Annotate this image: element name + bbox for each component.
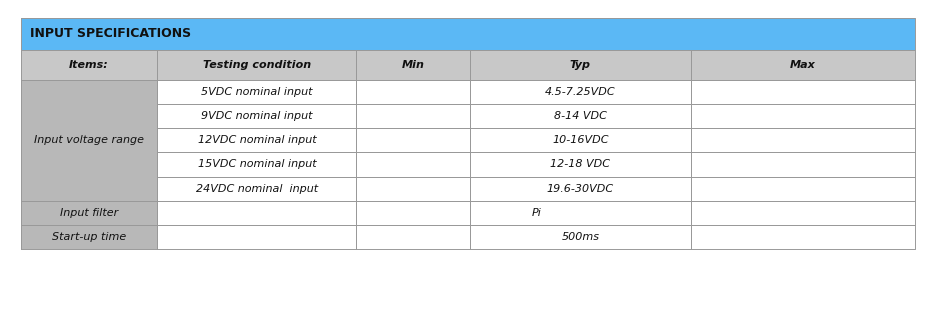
Text: Start-up time: Start-up time bbox=[51, 232, 126, 242]
Text: Input voltage range: Input voltage range bbox=[34, 135, 144, 145]
Bar bbox=[157, 80, 356, 104]
Text: Input filter: Input filter bbox=[60, 208, 118, 218]
Text: 12VDC nominal input: 12VDC nominal input bbox=[197, 135, 316, 145]
Text: 5VDC nominal input: 5VDC nominal input bbox=[201, 87, 313, 97]
Text: 8-14 VDC: 8-14 VDC bbox=[554, 111, 607, 121]
Bar bbox=[157, 176, 356, 201]
Bar bbox=[691, 80, 915, 104]
Bar bbox=[356, 104, 470, 128]
Text: 500ms: 500ms bbox=[562, 232, 599, 242]
Bar bbox=[157, 225, 356, 249]
Text: Pi: Pi bbox=[532, 208, 541, 218]
Bar bbox=[691, 176, 915, 201]
Bar bbox=[157, 50, 356, 80]
Bar bbox=[470, 152, 691, 176]
Text: Testing condition: Testing condition bbox=[203, 60, 311, 70]
Text: 9VDC nominal input: 9VDC nominal input bbox=[201, 111, 313, 121]
Text: 15VDC nominal input: 15VDC nominal input bbox=[197, 160, 316, 169]
Bar bbox=[470, 50, 691, 80]
Bar bbox=[21, 225, 157, 249]
Bar bbox=[21, 80, 157, 201]
Bar bbox=[356, 176, 470, 201]
Text: 10-16VDC: 10-16VDC bbox=[552, 135, 608, 145]
Bar bbox=[157, 128, 356, 152]
Text: 19.6-30VDC: 19.6-30VDC bbox=[547, 184, 614, 194]
Text: INPUT SPECIFICATIONS: INPUT SPECIFICATIONS bbox=[30, 27, 191, 41]
Bar bbox=[21, 50, 157, 80]
Bar bbox=[21, 18, 915, 50]
Bar bbox=[691, 201, 915, 225]
Bar bbox=[470, 104, 691, 128]
Bar bbox=[356, 80, 470, 104]
Bar bbox=[470, 225, 691, 249]
Text: 4.5-7.25VDC: 4.5-7.25VDC bbox=[545, 87, 616, 97]
Bar bbox=[691, 152, 915, 176]
Bar bbox=[470, 80, 691, 104]
Bar bbox=[691, 128, 915, 152]
Bar bbox=[356, 50, 470, 80]
Bar bbox=[470, 128, 691, 152]
Bar bbox=[356, 128, 470, 152]
Text: 12-18 VDC: 12-18 VDC bbox=[550, 160, 610, 169]
Text: Items:: Items: bbox=[69, 60, 109, 70]
Bar bbox=[157, 152, 356, 176]
Bar bbox=[356, 201, 470, 225]
Text: Min: Min bbox=[402, 60, 424, 70]
Bar bbox=[691, 104, 915, 128]
Text: Typ: Typ bbox=[570, 60, 591, 70]
Bar bbox=[356, 225, 470, 249]
Bar bbox=[691, 50, 915, 80]
Bar bbox=[21, 201, 157, 225]
Text: Max: Max bbox=[790, 60, 816, 70]
Bar bbox=[470, 176, 691, 201]
Bar bbox=[356, 152, 470, 176]
Bar bbox=[157, 104, 356, 128]
Bar bbox=[691, 225, 915, 249]
Bar bbox=[157, 201, 356, 225]
Bar bbox=[470, 201, 691, 225]
Text: 24VDC nominal  input: 24VDC nominal input bbox=[196, 184, 318, 194]
